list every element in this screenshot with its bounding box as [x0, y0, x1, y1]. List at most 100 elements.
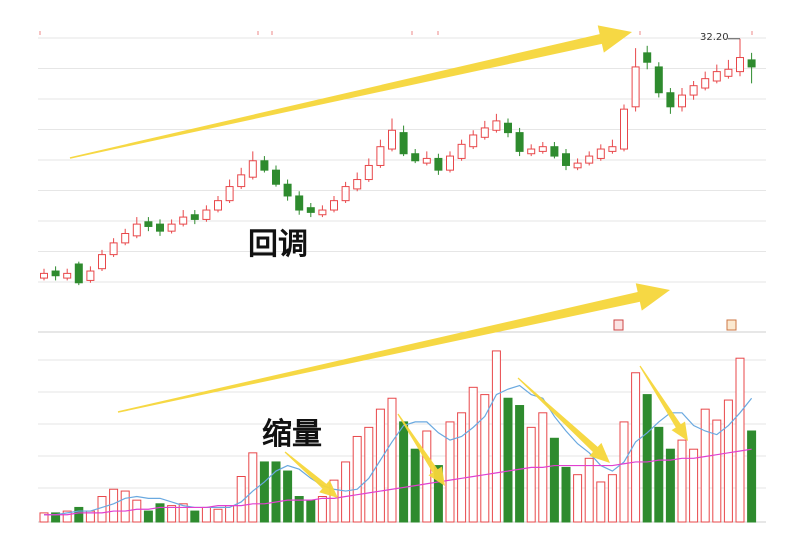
volume-bar — [480, 394, 490, 523]
candle-body — [121, 233, 130, 244]
candle-body — [608, 146, 617, 152]
candle-body — [98, 254, 106, 270]
candle-body — [701, 78, 710, 89]
high-label: 32.20 — [700, 32, 729, 43]
volume-bar — [74, 506, 84, 523]
candle-body — [527, 148, 536, 155]
candle-body — [422, 157, 431, 164]
candle-body — [225, 186, 234, 202]
candle-body — [51, 270, 60, 277]
volume-bar — [364, 426, 374, 523]
candle-body — [341, 186, 350, 202]
volume-bar — [329, 479, 339, 523]
arrow — [517, 377, 610, 463]
volume-bar — [248, 452, 258, 523]
volume-bar — [155, 503, 165, 523]
volume-bar — [259, 461, 269, 523]
arrow — [639, 365, 688, 441]
candle-body — [585, 155, 594, 164]
volume-bar — [422, 430, 432, 523]
volume-bar — [561, 466, 571, 523]
candle-body — [596, 148, 605, 159]
candle-body — [515, 132, 524, 152]
candle-body — [388, 129, 396, 150]
candle-body — [109, 242, 118, 256]
volume-bar — [62, 510, 72, 523]
candle-body — [306, 207, 315, 213]
volume-bar — [306, 499, 316, 523]
volume-bar — [51, 512, 61, 523]
volume-bar — [167, 505, 177, 523]
candle-body — [573, 162, 582, 169]
candle-body — [562, 153, 570, 166]
annotation: 缩量 — [262, 417, 322, 452]
candle-body — [480, 127, 489, 138]
volume-bar — [341, 461, 351, 523]
volume-bar — [665, 448, 675, 523]
volume-bar — [283, 470, 293, 523]
ma-line — [44, 448, 752, 516]
ma-line — [44, 384, 753, 516]
volume-bar — [236, 476, 246, 523]
candle-body — [260, 160, 269, 171]
candle-body — [457, 143, 466, 159]
candle-body — [237, 174, 246, 188]
volume-bar — [619, 421, 629, 523]
volume-bar — [39, 512, 49, 523]
volume-bar — [120, 490, 130, 523]
candle-body — [330, 200, 338, 211]
candle-body — [504, 122, 512, 134]
candle-body — [492, 120, 501, 131]
volume-bar — [526, 426, 536, 523]
volume-bar — [190, 510, 200, 523]
volume-bar — [584, 457, 594, 523]
volume-bar — [97, 496, 107, 523]
candle-body — [712, 71, 721, 82]
volume-bar — [317, 496, 327, 523]
candle-body — [318, 209, 327, 216]
candle-body — [666, 92, 675, 108]
icon — [726, 319, 737, 331]
candle-body — [446, 155, 454, 171]
arrows — [69, 25, 688, 498]
volume-bar — [723, 399, 733, 523]
arrow — [117, 283, 671, 413]
volume-bar — [201, 506, 211, 523]
volume-bar — [712, 419, 722, 523]
volume-bar — [225, 505, 235, 523]
volume-bar — [387, 397, 397, 523]
candle-body — [643, 52, 652, 63]
candle-body — [654, 66, 663, 94]
arrow — [284, 451, 338, 498]
volume-bar — [109, 488, 119, 523]
volume-bar — [549, 437, 559, 523]
candle-body — [86, 270, 95, 281]
candle-body — [364, 164, 373, 181]
volume-bar — [735, 357, 745, 523]
volume-bar — [503, 397, 513, 523]
candle-body — [631, 66, 640, 108]
candle-body — [63, 272, 72, 279]
candle-body — [144, 221, 153, 227]
candle-body — [399, 132, 408, 155]
arrow — [69, 25, 633, 159]
candle-body — [538, 146, 547, 152]
candle-body — [179, 216, 188, 225]
volume-bar — [213, 508, 223, 523]
volume-bar — [399, 421, 409, 523]
volume-bar — [689, 448, 699, 523]
candle-body — [248, 160, 257, 178]
arrow — [397, 413, 445, 486]
candle-body — [202, 209, 211, 220]
volume-bar — [143, 510, 153, 523]
volume-bar — [132, 499, 142, 523]
candle-body — [353, 179, 362, 190]
volume-bar — [642, 394, 652, 523]
candle-body — [724, 68, 733, 77]
candle-body — [156, 223, 164, 232]
candle-body — [620, 108, 628, 150]
volume-bar — [747, 430, 757, 523]
candle-body — [469, 134, 478, 148]
volume-bar — [294, 496, 304, 523]
